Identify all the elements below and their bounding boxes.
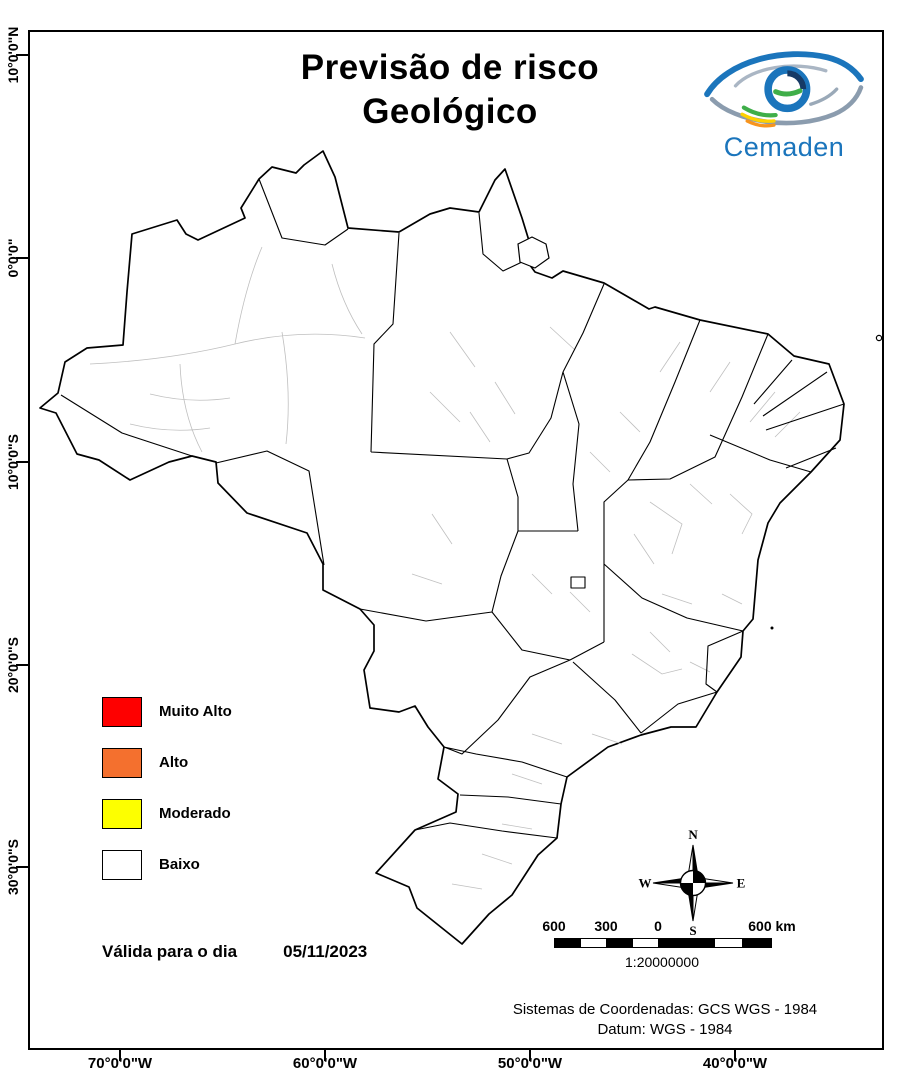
compass-north-label: N [688, 827, 698, 842]
page-title-line2: Geológico [362, 92, 538, 132]
validity-note: Válida para o dia 05/11/2023 [102, 942, 367, 962]
tick-mark [16, 664, 28, 666]
validity-date: 05/11/2023 [283, 942, 368, 961]
tick-mark [324, 1050, 326, 1061]
risk-legend: Muito Alto Alto Moderado Baixo [102, 696, 232, 900]
legend-label-baixo: Baixo [159, 856, 200, 873]
projection-note-line1: Sistemas de Coordenadas: GCS WGS - 1984 [512, 1001, 818, 1018]
state-boundaries [60, 178, 845, 839]
legend-item-muito-alto: Muito Alto [102, 696, 232, 727]
tick-mark [529, 1050, 531, 1061]
brazil-map [39, 150, 882, 945]
scale-segment [659, 939, 715, 947]
tick-mark [16, 461, 28, 463]
projection-note: Sistemas de Coordenadas: GCS WGS - 1984 … [458, 1000, 872, 1040]
legend-item-alto: Alto [102, 747, 232, 778]
tick-mark [734, 1050, 736, 1061]
longitude-label-50w: 50°0'0"W [497, 1055, 563, 1072]
scale-bar: 600 300 0 600 km 1:20000000 [542, 918, 795, 970]
scale-ratio: 1:20000000 [625, 954, 699, 970]
island-dot [875, 334, 882, 342]
page-title-line1: Previsão de risco [300, 48, 600, 87]
brazil-outline [39, 150, 845, 945]
tick-mark [119, 1050, 121, 1061]
scale-tick-300: 300 [594, 918, 618, 934]
map-frame: Previsão de risco Geológico Cemaden [28, 30, 884, 1050]
tick-mark [16, 54, 28, 56]
scale-segment [633, 939, 659, 947]
scale-tick-600-km: 600 km [748, 918, 796, 934]
legend-swatch-baixo [102, 849, 142, 880]
compass-south-label: S [689, 923, 696, 938]
legend-swatch-alto [102, 747, 142, 778]
scale-segment [715, 939, 743, 947]
tick-mark [16, 257, 28, 259]
scale-segment [555, 939, 581, 947]
longitude-label-70w: 70°0'0"W [87, 1055, 153, 1072]
validity-label: Válida para o dia [102, 942, 238, 961]
cemaden-logo: Cemaden [686, 44, 882, 163]
scale-bar-graphic [554, 938, 772, 948]
scale-segment [607, 939, 633, 947]
legend-swatch-muito-alto [102, 696, 142, 727]
compass-east-label: E [737, 876, 746, 891]
island-dot [770, 626, 774, 630]
longitude-label-60w: 60°0'0"W [292, 1055, 358, 1072]
legend-item-baixo: Baixo [102, 849, 232, 880]
municipal-boundaries [89, 246, 801, 890]
projection-note-line2: Datum: WGS - 1984 [597, 1021, 733, 1038]
scale-tick-0: 0 [654, 918, 662, 934]
legend-label-moderado: Moderado [159, 805, 231, 822]
scale-tick-600-left: 600 [542, 918, 566, 934]
marajo-island [517, 236, 550, 269]
tick-mark [16, 866, 28, 868]
cemaden-wordmark: Cemaden [723, 132, 845, 162]
legend-label-alto: Alto [159, 754, 189, 771]
compass-west-label: W [639, 876, 652, 891]
legend-label-muito-alto: Muito Alto [159, 703, 232, 720]
legend-swatch-moderado [102, 798, 142, 829]
scale-segment [743, 939, 771, 947]
scale-segment [581, 939, 607, 947]
page-title: Previsão de risco Geológico [170, 46, 730, 134]
legend-item-moderado: Moderado [102, 798, 232, 829]
longitude-label-40w: 40°0'0"W [702, 1055, 768, 1072]
cemaden-eye-icon [704, 51, 864, 128]
north-arrow-icon: N E S W [639, 827, 746, 938]
